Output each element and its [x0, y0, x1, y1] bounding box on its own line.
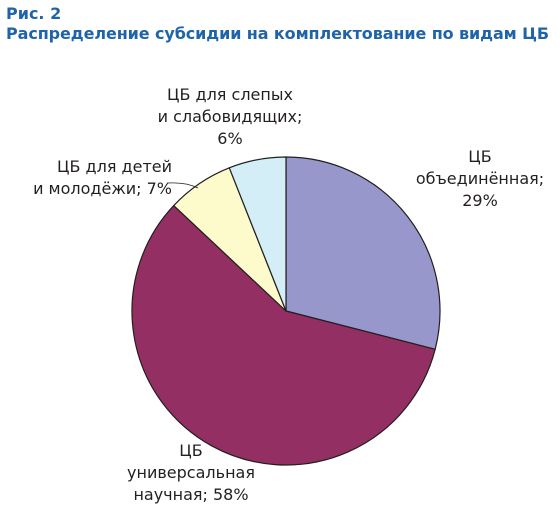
- slice-label-scientific-line-2: универсальная: [127, 463, 255, 482]
- slice-label-scientific-line-1: ЦБ: [179, 441, 203, 460]
- slice-label-youth-line-1: ЦБ для детей: [57, 157, 172, 176]
- slice-label-blind-line-2: и слабовидящих;: [157, 107, 303, 126]
- slice-label-youth-value: и молодёжи; 7%: [33, 179, 172, 198]
- slice-label-united: ЦБ объединённая; 29%: [410, 146, 550, 212]
- slice-label-youth: ЦБ для детей и молодёжи; 7%: [8, 156, 172, 200]
- pie-slice-blind: [228, 156, 287, 312]
- slice-label-scientific: ЦБ универсальная научная; 58%: [116, 440, 266, 506]
- slice-label-blind: ЦБ для слепых и слабовидящих; 6%: [150, 84, 310, 150]
- slice-label-blind-line-1: ЦБ для слепых: [167, 85, 293, 104]
- figure-label: Рис. 2: [6, 4, 62, 23]
- chart-title: Распределение субсидии на комплектование…: [6, 24, 549, 43]
- leader-line-youth: [167, 182, 199, 189]
- slice-label-united-line-2: объединённая;: [415, 169, 545, 188]
- slice-label-united-value: 29%: [462, 191, 498, 210]
- slice-label-scientific-value: научная; 58%: [133, 485, 249, 504]
- pie-slice-scientific: [131, 204, 436, 466]
- slice-label-blind-value: 6%: [217, 129, 243, 148]
- pie-slice-united: [285, 156, 441, 350]
- slice-label-united-line-1: ЦБ: [468, 147, 492, 166]
